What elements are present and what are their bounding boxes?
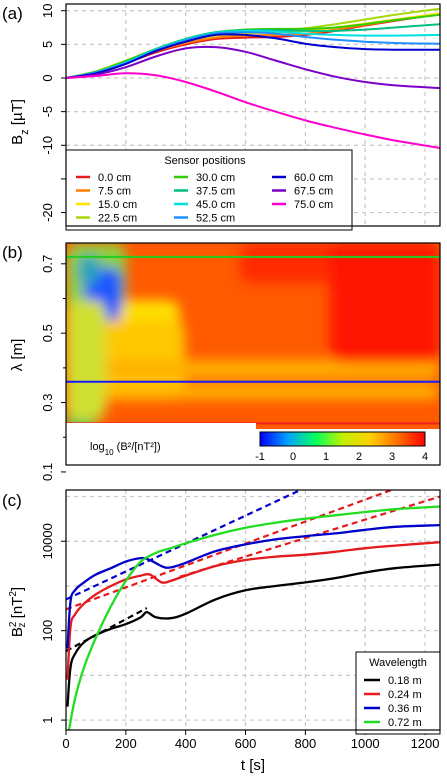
y-tick-label: -5: [40, 106, 55, 118]
panel-c-y-label: B2z [nT2]: [8, 587, 28, 637]
y-tick-label: 0.5: [40, 324, 55, 342]
series-line-67-5-cm: [66, 45, 440, 90]
series-line-0-18-m: [66, 563, 440, 707]
x-tick-label: 200: [115, 736, 137, 751]
panel-a-chart: 10 5 0 -5 -10 -20 Bz [µT] Sensor positions 0.…: [9, 3, 441, 231]
x-tick-label: 600: [235, 736, 257, 751]
series-line-0-72-m: [67, 505, 440, 730]
colorbar-tick-label: 4: [422, 451, 428, 463]
colorbar-tick-label: 3: [389, 451, 395, 463]
panel-c-legend-title: Wavelength: [369, 657, 427, 669]
legend-label: 0.72 m: [388, 717, 422, 729]
panel-b-frame: [65, 242, 441, 466]
panel-c-x-label: t [s]: [241, 757, 265, 774]
heatmap-region: [78, 255, 100, 285]
panel-label-a: (a): [2, 4, 23, 23]
legend-label: 0.0 cm: [98, 172, 131, 184]
colorbar-tick-label: 1: [323, 451, 329, 463]
legend-label: 52.5 cm: [196, 213, 235, 225]
colorbar-tick-label: -1: [255, 451, 265, 463]
panel-c-legend: Wavelength 0.18 m 0.24 m 0.36 m 0.72 m: [355, 651, 441, 735]
y-tick-label: -20: [40, 203, 55, 222]
y-tick-label: 10: [40, 3, 55, 17]
legend-label: 15.0 cm: [98, 199, 137, 211]
series-line-60-0-cm: [66, 33, 440, 79]
heatmap-region: [100, 360, 440, 378]
colorbar: [259, 431, 426, 447]
y-tick-label: 100: [40, 620, 55, 642]
panel-a-legend-title: Sensor positions: [164, 155, 246, 167]
panel-c-chart: 1 100 10000 0 200 400 600 800 1000 1200 B2z [nT2…: [8, 489, 441, 774]
heatmap-structures: [66, 243, 440, 465]
heatmap-region: [80, 385, 440, 399]
y-tick-label: -10: [40, 136, 55, 155]
series-line-75-0-cm: [66, 72, 440, 149]
x-tick-label: 800: [295, 736, 317, 751]
panel-a-series: [66, 7, 440, 149]
y-tick-label: 1: [40, 716, 55, 723]
y-tick-label: 0.7: [40, 255, 55, 273]
x-tick-label: 1200: [411, 736, 440, 751]
legend-label: 75.0 cm: [294, 199, 333, 211]
heatmap-region: [330, 243, 440, 363]
x-tick-label: 0: [62, 736, 69, 751]
legend-label: 7.5 cm: [98, 186, 131, 198]
panel-label-b: (b): [2, 243, 23, 262]
panel-a-y-axis: 10 5 0 -5 -10 -20: [40, 3, 66, 222]
y-tick-label: 5: [40, 41, 55, 48]
legend-label: 67.5 cm: [294, 186, 333, 198]
colorbar-tick-label: 2: [356, 451, 362, 463]
panel-c-series: [66, 490, 440, 730]
panel-c-x-axis: 0 200 400 600 800 1000 1200: [62, 730, 440, 751]
legend-label: 0.24 m: [388, 689, 422, 701]
legend-label: 45.0 cm: [196, 199, 235, 211]
panel-label-c: (c): [2, 491, 22, 510]
fit-line: [66, 490, 395, 611]
colorbar-ticks: -1 0 1 2 3 4: [255, 451, 428, 463]
series-line-0-24-m: [66, 541, 440, 680]
legend-label: 0.18 m: [388, 675, 422, 687]
y-tick-label: 10000: [40, 523, 55, 559]
panel-c-frame: [65, 489, 441, 731]
panel-b-heatmap: -1 0 1 2 3 4 log10 (B²/[nT²]) 0.1 0.3 0.5 0.7 λ …: [9, 242, 441, 481]
colorbar-label: log10 (B²/[nT²]): [90, 441, 161, 457]
y-tick-label: 0.3: [40, 394, 55, 412]
legend-label: 37.5 cm: [196, 186, 235, 198]
y-tick-label: 0.1: [40, 463, 55, 481]
legend-label: 0.36 m: [388, 703, 422, 715]
heatmap-region: [66, 300, 106, 420]
legend-label: 22.5 cm: [98, 213, 137, 225]
x-tick-label: 1000: [351, 736, 380, 751]
legend-label: 30.0 cm: [196, 172, 235, 184]
panel-a-y-label: Bz [µT]: [9, 99, 31, 145]
panel-a-frame: [65, 3, 441, 227]
panel-c-y-axis: 1 100 10000: [40, 523, 66, 724]
colorbar-tick-label: 0: [290, 451, 296, 463]
panel-b-y-label: λ [m]: [9, 339, 26, 372]
panel-b-y-axis: 0.1 0.3 0.5 0.7: [40, 255, 66, 481]
series-line-52-5-cm: [66, 31, 440, 79]
legend-label: 60.0 cm: [294, 172, 333, 184]
y-tick-label: 0: [40, 74, 55, 81]
x-tick-label: 400: [175, 736, 197, 751]
series-line-0-36-m: [66, 523, 440, 649]
colorbar-label-background: [66, 423, 256, 465]
